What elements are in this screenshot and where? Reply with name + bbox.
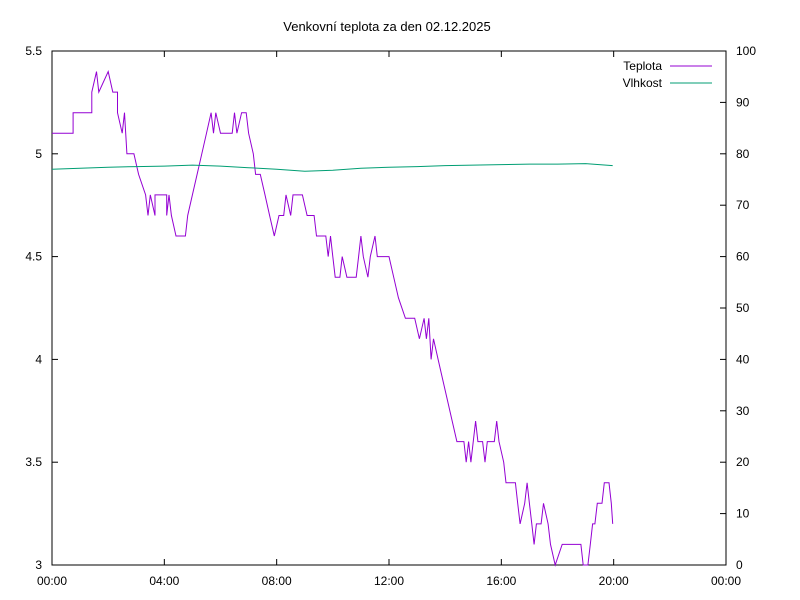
x-tick-label: 20:00 <box>599 574 629 588</box>
x-tick-label: 00:00 <box>711 574 741 588</box>
y2-tick-label: 70 <box>736 198 750 212</box>
x-tick-label: 12:00 <box>374 574 404 588</box>
y-tick-label: 4 <box>35 352 42 366</box>
x-tick-label: 16:00 <box>486 574 516 588</box>
y2-tick-label: 90 <box>736 95 750 109</box>
y-tick-label: 4.5 <box>25 250 42 264</box>
x-tick-label: 04:00 <box>149 574 179 588</box>
series-layer <box>51 70 614 567</box>
plot-frame <box>51 50 727 566</box>
y2-tick-label: 40 <box>736 352 750 366</box>
y2-tick-label: 10 <box>736 507 750 521</box>
y2-tick-label: 80 <box>736 147 750 161</box>
y-tick-label: 3 <box>35 558 42 572</box>
legend: Teplota Vlhkost <box>623 59 712 90</box>
y2-tick-label: 0 <box>736 558 743 572</box>
chart-title: Venkovní teplota za den 02.12.2025 <box>283 19 490 34</box>
x-tick-label: 00:00 <box>37 574 67 588</box>
series-line-vlhkost <box>51 163 613 172</box>
legend-label-vlhkost: Vlhkost <box>623 76 663 90</box>
axes-layer: 00:00 04:00 08:00 12:00 16:00 20:00 00:00 3 3.5 4… <box>25 44 756 588</box>
y2-tick-label: 30 <box>736 404 750 418</box>
y-tick-label: 3.5 <box>25 455 42 469</box>
y-tick-label: 5 <box>35 147 42 161</box>
y2-tick-label: 100 <box>736 44 756 58</box>
x-tick-label: 08:00 <box>262 574 292 588</box>
y-tick-label: 5.5 <box>25 44 42 58</box>
y2-tick-label: 50 <box>736 301 750 315</box>
series-line-teplota <box>52 70 614 567</box>
legend-label-teplota: Teplota <box>623 59 662 73</box>
y2-tick-label: 60 <box>736 250 750 264</box>
y2-tick-label: 20 <box>736 455 750 469</box>
